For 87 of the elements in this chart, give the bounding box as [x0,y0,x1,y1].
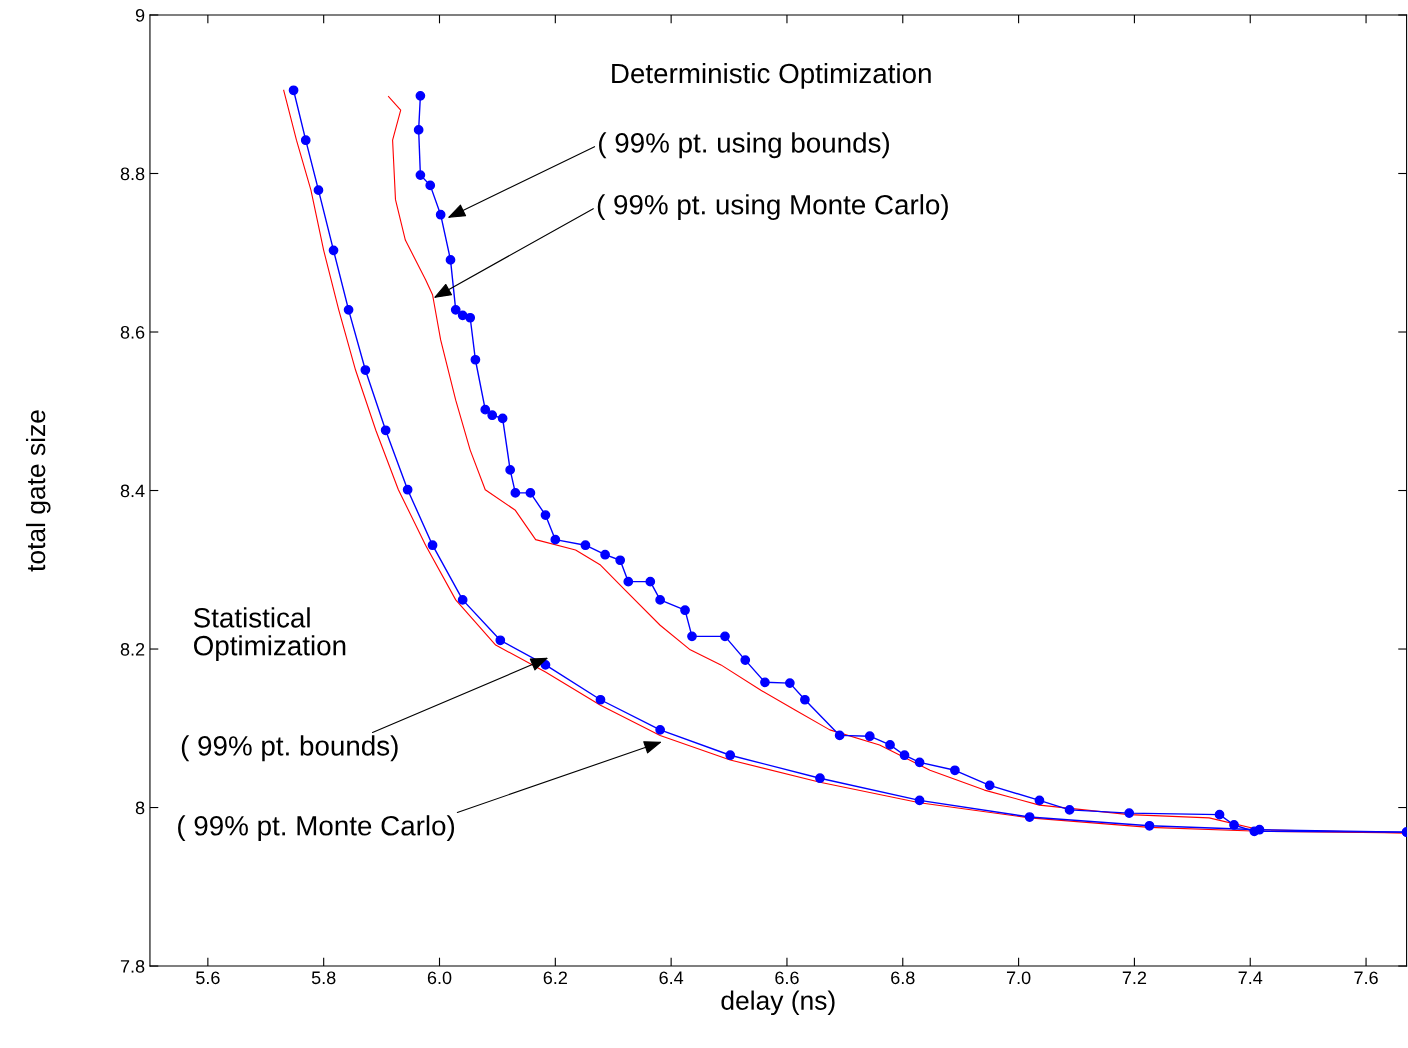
point [834,730,845,741]
x-axis-title: delay (ns) [721,990,835,1016]
point [328,245,339,256]
y-tick-label: 8.6 [120,325,145,339]
point [687,631,697,642]
x-tick-label: 7.6 [1354,971,1378,985]
point [413,125,424,135]
point [899,750,910,761]
x-tick-label: 6.0 [427,971,452,985]
x-tick-label: 6.8 [891,971,915,985]
point [815,773,825,784]
y-axis-title: total gate size [25,410,51,572]
annotation: ( 99% pt. Monte Carlo) [178,815,455,842]
point [725,750,736,761]
annotation: ( 99% pt. using Monte Carlo) [597,194,948,221]
x-tick-label: 5.6 [196,971,220,985]
point [402,484,413,495]
point [445,255,456,265]
point [450,304,461,315]
point [984,780,995,791]
x-tick-label: 6.4 [659,971,684,985]
annotation: Deterministic Optimization [612,62,931,89]
y-tick-label: 8.2 [120,642,145,656]
point [415,90,426,101]
point [885,740,895,750]
point [313,185,324,196]
point [457,595,468,605]
annotation: Statistical Optimization [193,607,346,662]
point [480,404,491,415]
point [343,304,354,315]
point [595,694,606,705]
point [495,635,506,646]
point [505,465,516,475]
point [760,677,770,688]
y-tick-label: 8.8 [120,167,145,181]
y-tick-label: 9 [135,8,145,22]
point [615,555,626,566]
point [950,765,960,776]
point [465,312,476,323]
point [600,549,610,560]
point [425,180,436,191]
annotation: ( 99% pt. bounds) [181,735,398,762]
point [415,170,426,180]
point [914,795,925,806]
point [1034,795,1045,806]
point [655,595,665,605]
point [800,694,810,705]
point [1124,808,1135,818]
point [1144,820,1155,831]
point [435,209,446,220]
point [655,725,665,735]
annotation: ( 99% pt. using bounds) [599,132,889,159]
x-tick-label: 7.2 [1122,971,1147,984]
y-tick-label: 8 [135,801,145,815]
point [680,605,690,616]
point [380,425,391,436]
point [360,365,371,375]
point [540,510,551,520]
x-tick-label: 7.4 [1238,971,1263,984]
point [623,576,634,587]
point [740,655,751,665]
point [525,488,536,498]
x-tick-label: 6.6 [775,971,799,985]
point [487,410,498,421]
point [864,731,875,742]
point [510,488,521,498]
y-tick-label: 7.8 [120,959,145,973]
point [1214,809,1225,820]
point [914,757,925,768]
point [1064,805,1075,815]
point [1229,820,1239,830]
point [580,540,591,551]
point [540,660,551,670]
x-tick-label: 6.2 [543,971,567,985]
point [288,85,299,96]
point [427,540,438,551]
point [1024,812,1035,822]
y-tick-label: 8.4 [120,484,145,498]
point [300,135,311,146]
point [784,678,795,688]
point [497,413,508,424]
point [720,631,730,642]
x-tick-label: 7.0 [1006,971,1031,985]
point [470,354,481,365]
x-tick-label: 5.8 [311,971,336,985]
point [550,534,561,545]
point [645,576,656,587]
